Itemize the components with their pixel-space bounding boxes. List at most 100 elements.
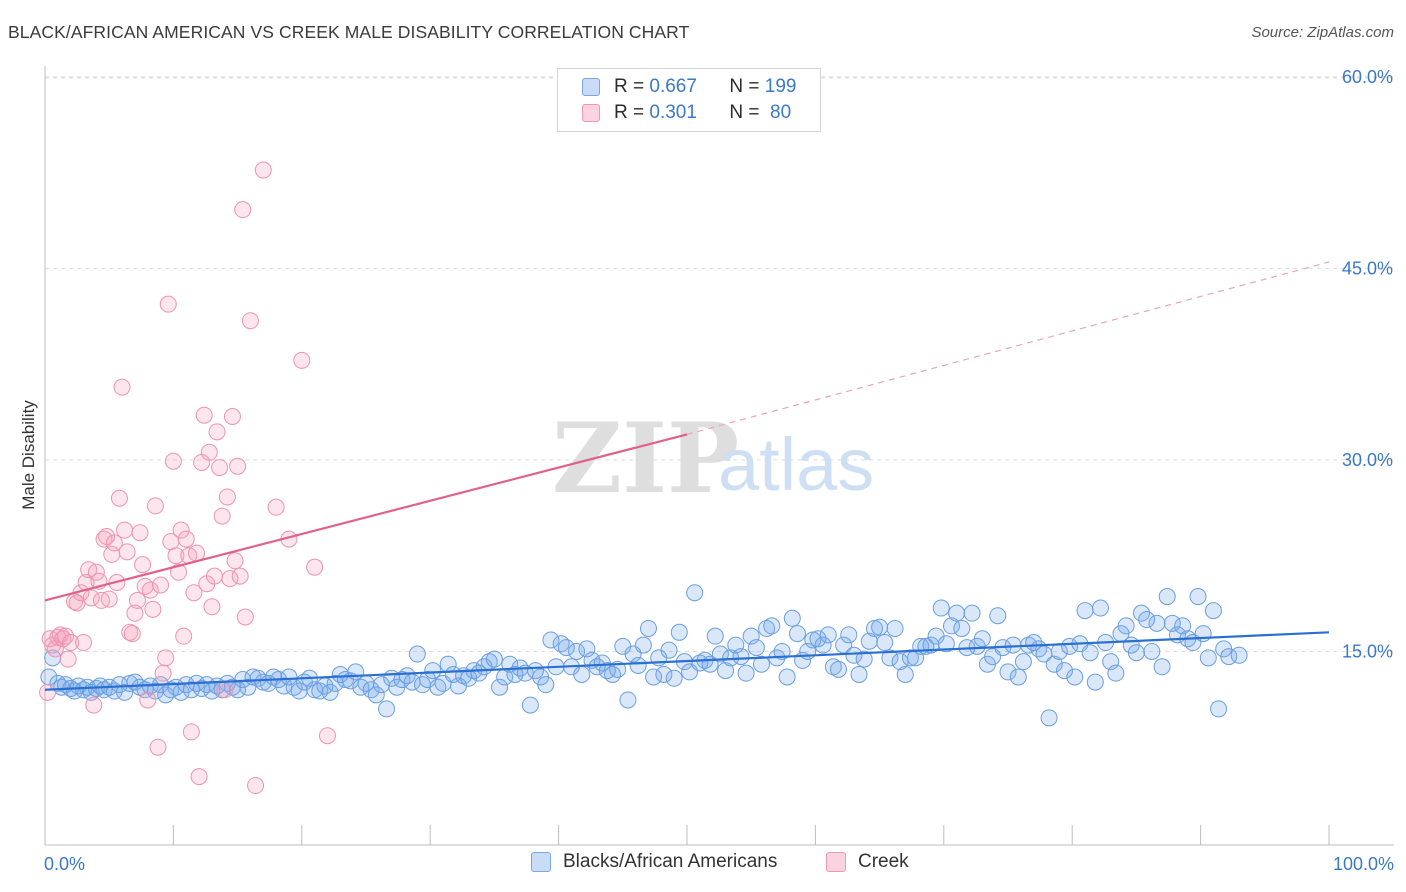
- legend-swatch-pink: [826, 852, 846, 872]
- point-blacks: [824, 658, 842, 676]
- point-creek: [226, 552, 244, 570]
- point-blacks: [732, 648, 750, 666]
- point-creek: [293, 351, 311, 369]
- point-blacks: [747, 639, 765, 657]
- point-blacks: [896, 665, 914, 683]
- point-creek: [146, 497, 164, 515]
- point-blacks: [362, 681, 380, 699]
- point-creek: [185, 584, 203, 602]
- y-axis-label: Male Disability: [19, 400, 38, 510]
- legend-n-label: N =: [729, 102, 760, 123]
- point-blacks: [1045, 655, 1063, 673]
- point-creek: [229, 457, 247, 475]
- point-blacks: [629, 657, 647, 675]
- point-blacks: [1040, 709, 1058, 727]
- point-blacks: [783, 609, 801, 627]
- point-blacks: [989, 607, 1007, 625]
- point-blacks: [1117, 617, 1135, 635]
- chart-title: BLACK/AFRICAN AMERICAN VS CREEK MALE DIS…: [8, 22, 690, 42]
- point-blacks: [758, 619, 776, 637]
- point-creek: [123, 625, 141, 643]
- point-blacks: [1107, 664, 1125, 682]
- point-blacks: [973, 630, 991, 648]
- point-blacks: [1061, 637, 1079, 655]
- legend-n-value: 199: [764, 76, 797, 97]
- point-creek: [177, 530, 195, 548]
- point-creek: [234, 201, 252, 219]
- point-blacks: [557, 639, 575, 657]
- point-blacks: [845, 646, 863, 664]
- point-blacks: [1138, 611, 1156, 629]
- point-blacks: [850, 665, 868, 683]
- x-tick-label-max: 100.0%: [1333, 854, 1394, 874]
- point-creek: [154, 664, 172, 682]
- legend-n-value: 80: [764, 102, 792, 123]
- point-creek: [213, 507, 231, 525]
- point-blacks: [645, 668, 663, 686]
- point-blacks: [953, 619, 971, 637]
- point-creek: [205, 567, 223, 585]
- point-creek: [170, 563, 188, 581]
- point-blacks: [1148, 614, 1166, 632]
- point-blacks: [937, 635, 955, 653]
- y-tick-label: 30.0%: [1342, 450, 1393, 470]
- point-blacks: [1158, 588, 1176, 606]
- point-blacks: [686, 584, 704, 602]
- point-creek: [172, 521, 190, 539]
- trend-line-creek: [44, 433, 688, 602]
- point-blacks: [1066, 668, 1084, 686]
- point-creek: [254, 161, 272, 179]
- point-creek: [131, 524, 149, 542]
- legend-n-label: N =: [729, 76, 760, 97]
- point-blacks: [655, 665, 673, 683]
- point-blacks: [901, 649, 919, 667]
- point-blacks: [1014, 653, 1032, 671]
- legend-r-value: 0.301: [649, 102, 697, 123]
- point-creek: [241, 312, 259, 330]
- point-blacks: [280, 668, 298, 686]
- point-blacks: [1143, 642, 1161, 660]
- point-creek: [126, 604, 144, 622]
- point-creek: [223, 408, 241, 426]
- trend-line-creek-extension: [686, 261, 1330, 435]
- point-blacks: [855, 650, 873, 668]
- point-blacks: [1004, 636, 1022, 654]
- legend-item-blacks[interactable]: Blacks/African Americans: [531, 851, 777, 873]
- watermark-zip: ZIP: [552, 402, 739, 515]
- point-creek: [195, 406, 213, 424]
- point-blacks: [881, 649, 899, 667]
- point-blacks: [1210, 700, 1228, 718]
- point-creek: [39, 683, 57, 701]
- point-creek: [159, 295, 177, 313]
- point-blacks: [568, 642, 586, 660]
- point-blacks: [491, 678, 509, 696]
- point-blacks: [943, 617, 961, 635]
- point-creek: [167, 547, 185, 565]
- point-blacks: [963, 604, 981, 622]
- point-blacks: [162, 681, 180, 699]
- legend-swatch-blue: [582, 78, 600, 96]
- point-creek: [211, 459, 229, 477]
- point-blacks: [604, 665, 622, 683]
- point-blacks: [830, 660, 848, 678]
- point-blacks: [116, 683, 134, 701]
- legend-label-creek: Creek: [858, 851, 909, 872]
- point-creek: [113, 378, 131, 396]
- point-blacks: [40, 668, 58, 686]
- point-blacks: [619, 691, 637, 709]
- point-blacks: [408, 645, 426, 663]
- point-creek: [59, 650, 77, 668]
- legend-item-creek[interactable]: Creek: [826, 851, 909, 873]
- legend-label-blacks: Blacks/African Americans: [563, 851, 778, 872]
- point-blacks: [1081, 644, 1099, 662]
- point-blacks: [948, 604, 966, 622]
- point-creek: [128, 591, 146, 609]
- point-blacks: [1086, 673, 1104, 691]
- point-creek: [208, 423, 226, 441]
- point-blacks: [1174, 617, 1192, 635]
- point-blacks: [788, 625, 806, 643]
- point-creek: [231, 567, 249, 585]
- point-blacks: [424, 662, 442, 680]
- point-blacks: [321, 683, 339, 701]
